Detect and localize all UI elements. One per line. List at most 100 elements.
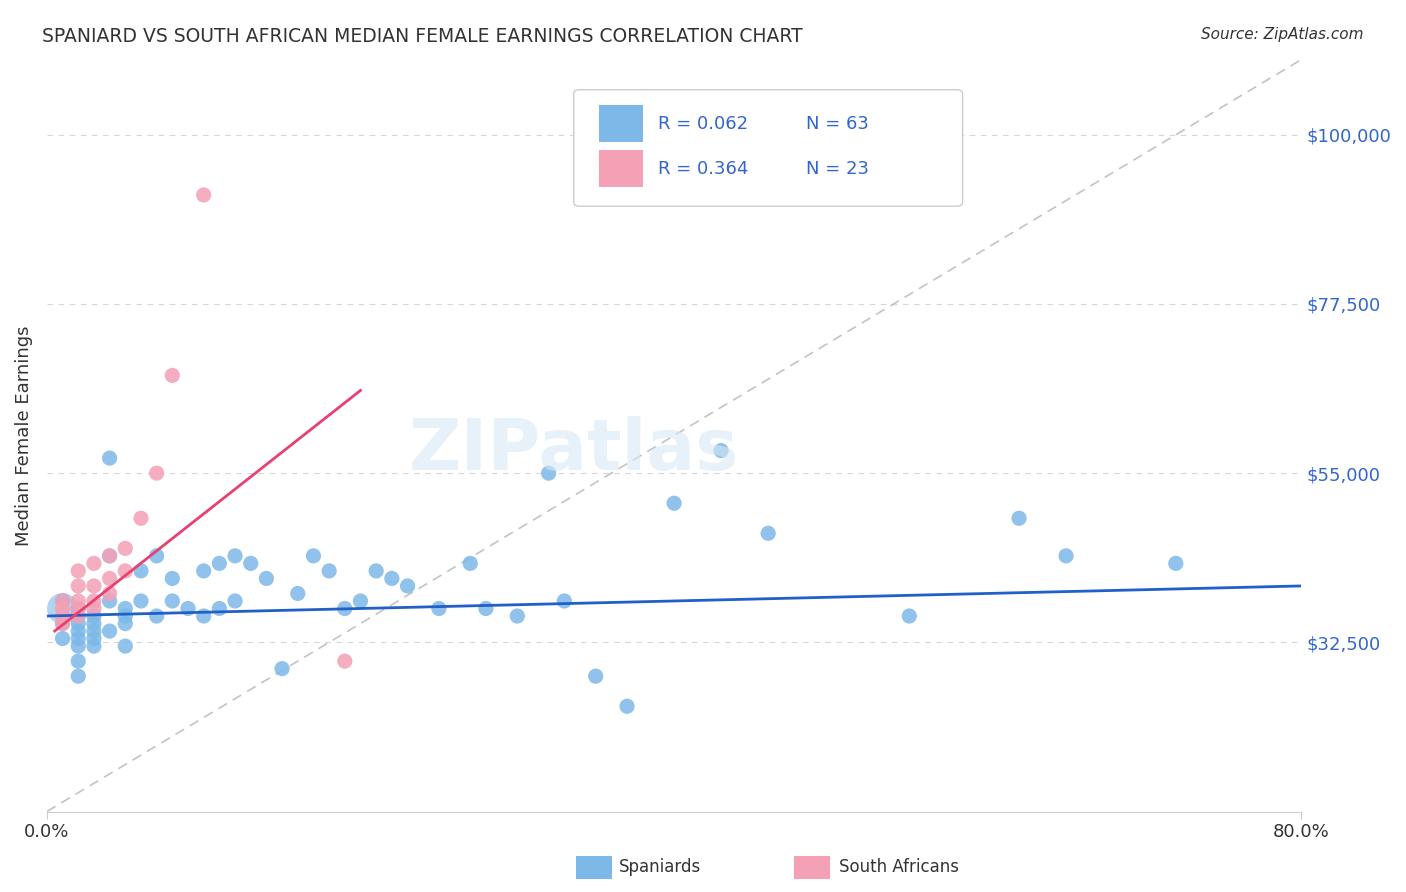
- FancyBboxPatch shape: [574, 90, 963, 206]
- Point: [458, 557, 481, 571]
- FancyBboxPatch shape: [599, 150, 643, 187]
- Point: [162, 594, 184, 608]
- Point: [208, 557, 231, 571]
- Point: [224, 594, 246, 608]
- Point: [67, 609, 90, 624]
- Point: [98, 549, 121, 563]
- Point: [83, 579, 105, 593]
- Point: [52, 632, 75, 646]
- Point: [83, 594, 105, 608]
- Point: [427, 601, 450, 615]
- Point: [52, 594, 75, 608]
- Point: [98, 451, 121, 466]
- Point: [98, 594, 121, 608]
- Point: [67, 609, 90, 624]
- Text: N = 23: N = 23: [806, 160, 869, 178]
- Point: [67, 616, 90, 631]
- Point: [162, 571, 184, 585]
- Point: [898, 609, 921, 624]
- Point: [254, 571, 277, 585]
- Point: [145, 549, 167, 563]
- Point: [224, 549, 246, 563]
- Point: [162, 368, 184, 383]
- Point: [756, 526, 779, 541]
- Point: [381, 571, 404, 585]
- Point: [52, 601, 75, 615]
- Point: [208, 601, 231, 615]
- Point: [271, 662, 294, 676]
- Text: ZIPatlas: ZIPatlas: [409, 416, 738, 485]
- Point: [553, 594, 575, 608]
- Point: [129, 594, 152, 608]
- Point: [114, 601, 136, 615]
- Point: [67, 601, 90, 615]
- Point: [662, 496, 685, 510]
- Text: Source: ZipAtlas.com: Source: ZipAtlas.com: [1201, 27, 1364, 42]
- Text: R = 0.062: R = 0.062: [658, 114, 748, 133]
- Point: [98, 624, 121, 638]
- Point: [193, 188, 215, 202]
- Point: [333, 654, 356, 668]
- Point: [1164, 557, 1187, 571]
- Point: [616, 699, 638, 714]
- Point: [177, 601, 200, 615]
- Point: [114, 564, 136, 578]
- Point: [145, 466, 167, 480]
- Point: [98, 571, 121, 585]
- Point: [83, 639, 105, 653]
- FancyBboxPatch shape: [599, 104, 643, 143]
- Text: Spaniards: Spaniards: [619, 858, 700, 876]
- Text: N = 63: N = 63: [806, 114, 869, 133]
- Point: [349, 594, 371, 608]
- Point: [396, 579, 419, 593]
- Point: [67, 632, 90, 646]
- Point: [585, 669, 607, 683]
- Point: [83, 616, 105, 631]
- Point: [114, 541, 136, 556]
- Point: [67, 654, 90, 668]
- Point: [67, 601, 90, 615]
- Point: [193, 564, 215, 578]
- Point: [145, 609, 167, 624]
- Point: [506, 609, 529, 624]
- Point: [67, 669, 90, 683]
- Point: [537, 466, 560, 480]
- Point: [83, 624, 105, 638]
- Point: [98, 586, 121, 600]
- Point: [67, 639, 90, 653]
- Point: [129, 564, 152, 578]
- Point: [83, 557, 105, 571]
- Point: [318, 564, 340, 578]
- Point: [52, 616, 75, 631]
- Point: [52, 609, 75, 624]
- Text: South Africans: South Africans: [839, 858, 959, 876]
- Point: [98, 549, 121, 563]
- Point: [67, 564, 90, 578]
- Point: [52, 616, 75, 631]
- Point: [710, 443, 733, 458]
- Point: [366, 564, 388, 578]
- Point: [239, 557, 262, 571]
- Text: R = 0.364: R = 0.364: [658, 160, 748, 178]
- Point: [114, 639, 136, 653]
- Point: [114, 609, 136, 624]
- Point: [67, 594, 90, 608]
- Point: [129, 511, 152, 525]
- Point: [67, 624, 90, 638]
- Point: [1008, 511, 1031, 525]
- Point: [193, 609, 215, 624]
- Point: [67, 579, 90, 593]
- Point: [287, 586, 309, 600]
- Point: [52, 601, 75, 615]
- Point: [83, 632, 105, 646]
- Y-axis label: Median Female Earnings: Median Female Earnings: [15, 326, 32, 546]
- Point: [83, 609, 105, 624]
- Point: [83, 601, 105, 615]
- Point: [475, 601, 498, 615]
- Point: [114, 616, 136, 631]
- Text: SPANIARD VS SOUTH AFRICAN MEDIAN FEMALE EARNINGS CORRELATION CHART: SPANIARD VS SOUTH AFRICAN MEDIAN FEMALE …: [42, 27, 803, 45]
- Point: [302, 549, 325, 563]
- Point: [333, 601, 356, 615]
- Point: [52, 594, 75, 608]
- Point: [1054, 549, 1077, 563]
